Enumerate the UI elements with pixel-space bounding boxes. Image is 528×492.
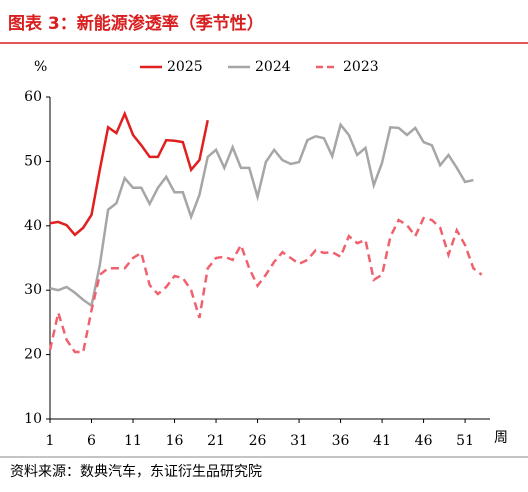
x-tick-label: 31 xyxy=(290,433,308,449)
y-tick-label: 40 xyxy=(24,218,42,234)
y-tick-label: 30 xyxy=(24,282,42,298)
legend-label: 2025 xyxy=(167,59,203,75)
x-tick-label: 6 xyxy=(87,433,96,449)
legend-label: 2023 xyxy=(343,59,379,75)
source: 资料来源：数典汽车，东证衍生品研究院 xyxy=(10,463,262,480)
series-line xyxy=(48,216,483,354)
x-tick-label: 36 xyxy=(332,433,350,449)
x-tick-label: 41 xyxy=(373,433,391,449)
series-line xyxy=(49,121,474,308)
chart-title: 图表 3：新能源渗透率（季节性） xyxy=(8,13,264,34)
x-tick-label: 16 xyxy=(166,433,184,449)
x-tick-label: 51 xyxy=(456,433,474,449)
y-tick-label: 50 xyxy=(24,153,42,169)
y-tick-label: 60 xyxy=(24,89,42,105)
x-tick-label: 11 xyxy=(124,433,142,449)
y-tick-label: 20 xyxy=(24,347,42,363)
x-tick-label: 1 xyxy=(46,433,55,449)
x-tick-label: 46 xyxy=(415,433,433,449)
series-line xyxy=(49,110,209,237)
x-tick-label: 26 xyxy=(249,433,267,449)
legend-label: 2024 xyxy=(255,59,291,75)
x-tick-label: 21 xyxy=(207,433,225,449)
y-axis-label: % xyxy=(34,59,47,75)
x-axis-label: 周 xyxy=(494,430,508,446)
y-tick-label: 10 xyxy=(24,411,42,427)
